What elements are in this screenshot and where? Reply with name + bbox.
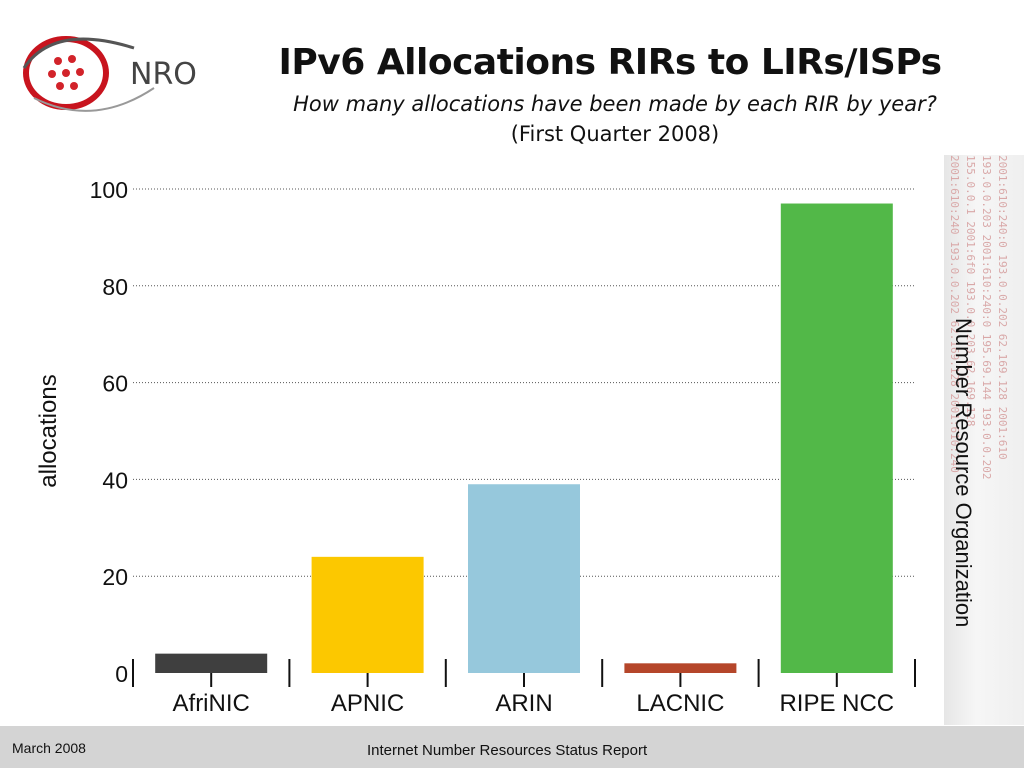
logo-text: NRO (130, 57, 197, 92)
decorative-address-strip: 2001:610:240 193.0.0.202 62.169.128 2001… (944, 155, 1024, 725)
x-category-label: APNIC (331, 690, 404, 717)
strip-text-line: 2001:610:240 193.0.0.202 62.169.128 2001… (948, 155, 961, 473)
footer: March 2008 Internet Number Resources Sta… (0, 726, 1024, 768)
nro-logo: NRO (22, 36, 197, 112)
y-tick-label: 80 (102, 274, 128, 300)
strip-text-line: 193.0.0.203 2001:610:240:0 195.69.144 19… (980, 155, 993, 480)
chart-subtitle-period: (First Quarter 2008) (510, 122, 720, 146)
footer-date: March 2008 (12, 740, 86, 756)
y-tick-label: 20 (102, 564, 128, 590)
bar (468, 484, 580, 673)
chart-title: IPv6 Allocations RIRs to LIRs/ISPs (278, 42, 942, 83)
bar (155, 653, 268, 673)
bar (624, 663, 737, 673)
footer-report-title: Internet Number Resources Status Report (367, 742, 648, 759)
y-tick-label: 60 (102, 371, 128, 397)
bar (311, 556, 424, 673)
organization-side-label: Number Resource Organization (951, 318, 976, 628)
y-axis-label: allocations (35, 374, 62, 487)
bar (780, 203, 893, 673)
x-category-label: RIPE NCC (779, 690, 894, 717)
y-tick-label: 100 (90, 177, 128, 203)
bar-chart: 0 20 40 60 80 100 allocations AfriNIC APNIC ARIN L… (35, 177, 916, 717)
x-category-label: LACNIC (636, 690, 724, 717)
y-tick-label: 40 (102, 467, 128, 493)
strip-text-line: 155.0.0.1 2001:6f0 193.0.0.203 62.169.12… (964, 155, 977, 427)
x-category-label: AfriNIC (173, 690, 250, 717)
x-category-label: ARIN (495, 690, 552, 717)
chart-subtitle: How many allocations have been made by e… (293, 92, 937, 116)
strip-text-line: 2001:610:240:0 193.0.0.202 62.169.128 20… (996, 155, 1009, 460)
y-tick-label: 0 (115, 661, 128, 687)
